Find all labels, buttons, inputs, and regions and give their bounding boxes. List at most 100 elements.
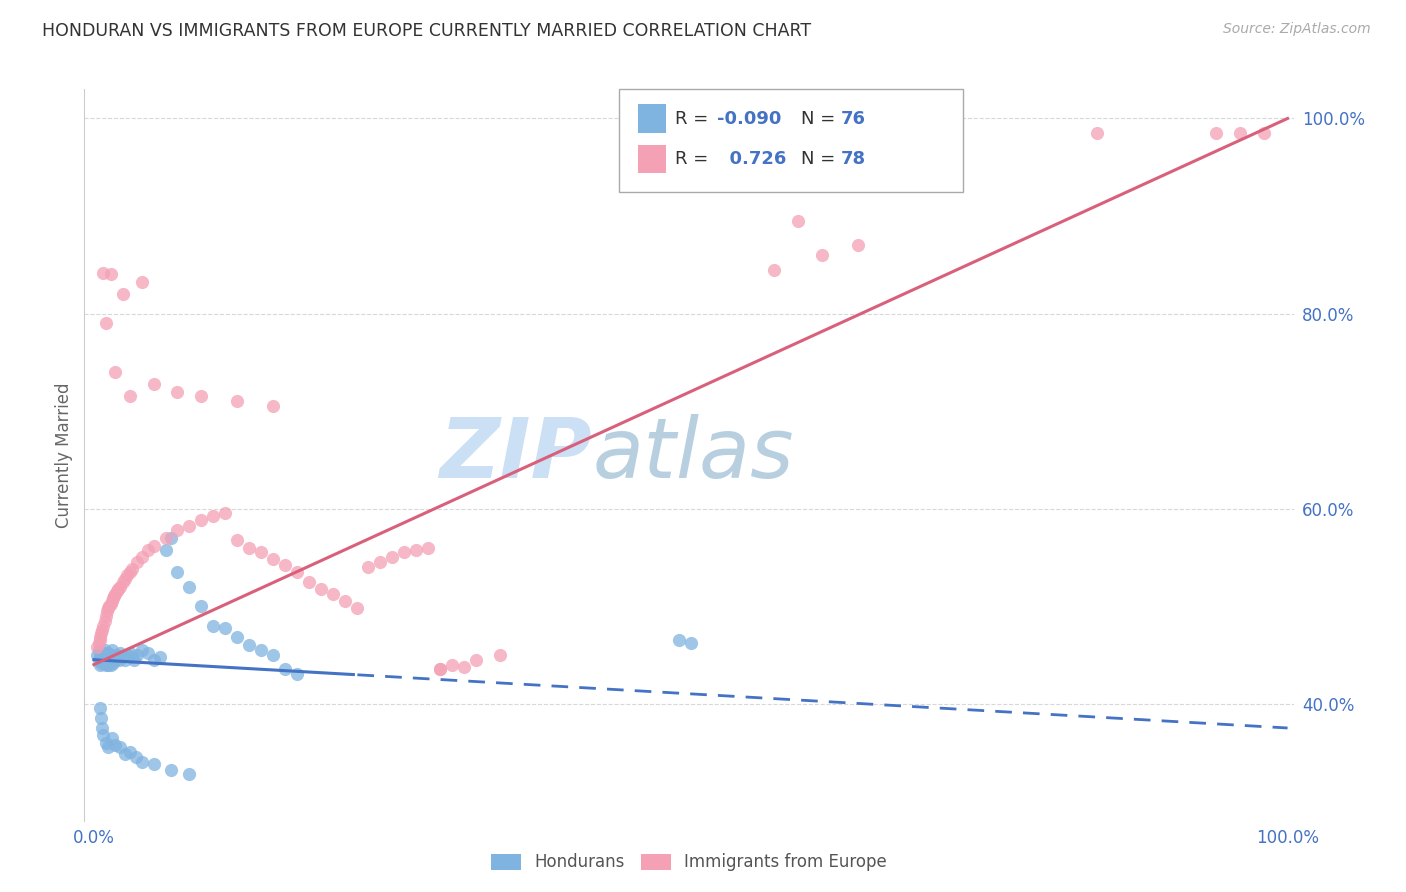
Point <box>104 365 127 379</box>
Point <box>96 648 118 662</box>
Point <box>86 648 108 662</box>
Point <box>125 750 148 764</box>
Text: HONDURAN VS IMMIGRANTS FROM EUROPE CURRENTLY MARRIED CORRELATION CHART: HONDURAN VS IMMIGRANTS FROM EUROPE CURRE… <box>42 22 811 40</box>
Point <box>285 565 308 579</box>
Text: atlas: atlas <box>592 415 794 495</box>
Point <box>121 562 143 576</box>
Point <box>811 248 834 262</box>
Point <box>108 580 131 594</box>
Point <box>89 657 111 672</box>
Point <box>104 738 127 752</box>
Point <box>298 574 321 589</box>
Point <box>309 582 332 596</box>
Point <box>429 663 451 677</box>
Point <box>322 587 344 601</box>
Point <box>1085 126 1108 140</box>
Point <box>93 266 115 280</box>
Point <box>114 747 136 762</box>
Point <box>440 657 463 672</box>
Point <box>405 542 427 557</box>
Point <box>262 399 284 413</box>
Point <box>160 531 183 545</box>
Point <box>100 597 122 611</box>
Point <box>238 541 260 555</box>
Point <box>87 643 110 657</box>
Point <box>117 648 139 662</box>
Text: 78: 78 <box>841 150 866 168</box>
Point <box>117 567 139 582</box>
Point <box>107 649 129 664</box>
Point <box>93 653 115 667</box>
Point <box>100 657 122 672</box>
Point <box>89 649 111 664</box>
Point <box>155 542 177 557</box>
Point <box>453 659 475 673</box>
Point <box>136 542 159 557</box>
Point <box>226 394 249 409</box>
Point <box>131 755 153 769</box>
Y-axis label: Currently Married: Currently Married <box>55 382 73 528</box>
Point <box>90 711 112 725</box>
Point <box>125 555 148 569</box>
Point <box>89 633 111 648</box>
Point <box>166 384 188 399</box>
Point <box>105 584 128 599</box>
Text: N =: N = <box>801 110 841 128</box>
Point <box>107 582 129 596</box>
Point <box>118 646 141 660</box>
Text: -0.090: -0.090 <box>717 110 782 128</box>
Point <box>1253 126 1275 140</box>
Point <box>124 653 146 667</box>
Point <box>121 649 143 664</box>
Point <box>692 828 714 842</box>
Point <box>111 287 134 301</box>
Point <box>357 560 380 574</box>
Point <box>97 657 120 672</box>
Point <box>89 701 111 715</box>
Point <box>166 565 188 579</box>
Point <box>333 594 356 608</box>
Point <box>91 650 114 665</box>
Point <box>87 636 110 650</box>
Text: Source: ZipAtlas.com: Source: ZipAtlas.com <box>1223 22 1371 37</box>
Text: R =: R = <box>675 150 714 168</box>
Point <box>668 633 690 648</box>
Point <box>101 731 124 745</box>
Point <box>1205 126 1227 140</box>
Point <box>104 653 127 667</box>
Point <box>97 646 120 660</box>
Point <box>142 376 165 391</box>
Legend: Hondurans, Immigrants from Europe: Hondurans, Immigrants from Europe <box>484 847 894 878</box>
Point <box>787 214 810 228</box>
Point <box>97 740 120 755</box>
Point <box>91 624 114 638</box>
Point <box>418 541 440 555</box>
Point <box>90 646 112 660</box>
Point <box>97 601 120 615</box>
Point <box>274 663 297 677</box>
Point <box>104 587 127 601</box>
Point <box>98 649 121 664</box>
Point <box>93 643 115 657</box>
Point <box>488 648 510 662</box>
Point <box>179 767 201 781</box>
Point <box>101 656 124 670</box>
Point <box>96 653 118 667</box>
Point <box>91 721 114 735</box>
Point <box>179 580 201 594</box>
Point <box>94 316 117 330</box>
Point <box>190 513 212 527</box>
Text: N =: N = <box>801 150 841 168</box>
Point <box>93 614 115 628</box>
Text: 76: 76 <box>841 110 866 128</box>
Text: ZIP: ZIP <box>440 415 592 495</box>
Point <box>142 757 165 772</box>
Point <box>111 649 134 664</box>
Point <box>101 594 124 608</box>
Point <box>346 601 368 615</box>
Point <box>86 640 108 654</box>
Point <box>190 599 212 613</box>
Point <box>846 238 869 252</box>
Point <box>763 262 786 277</box>
Point <box>1229 126 1251 140</box>
